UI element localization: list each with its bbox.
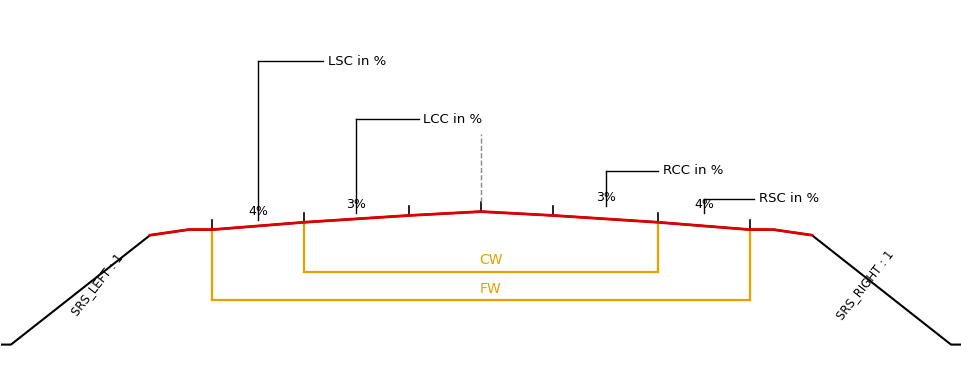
Text: LSC in %: LSC in % [327, 55, 385, 68]
Text: 3%: 3% [595, 191, 615, 204]
Text: 4%: 4% [693, 198, 713, 211]
Text: RSC in %: RSC in % [758, 192, 819, 205]
Text: FW: FW [480, 282, 501, 296]
Text: SRS_RIGHT : 1: SRS_RIGHT : 1 [832, 247, 895, 322]
Text: RCC in %: RCC in % [662, 164, 723, 177]
Text: 3%: 3% [346, 198, 366, 211]
Text: SRS_LEFT : 1: SRS_LEFT : 1 [69, 251, 126, 318]
Text: CW: CW [479, 253, 502, 267]
Text: 4%: 4% [248, 205, 268, 218]
Text: LCC in %: LCC in % [423, 113, 482, 126]
